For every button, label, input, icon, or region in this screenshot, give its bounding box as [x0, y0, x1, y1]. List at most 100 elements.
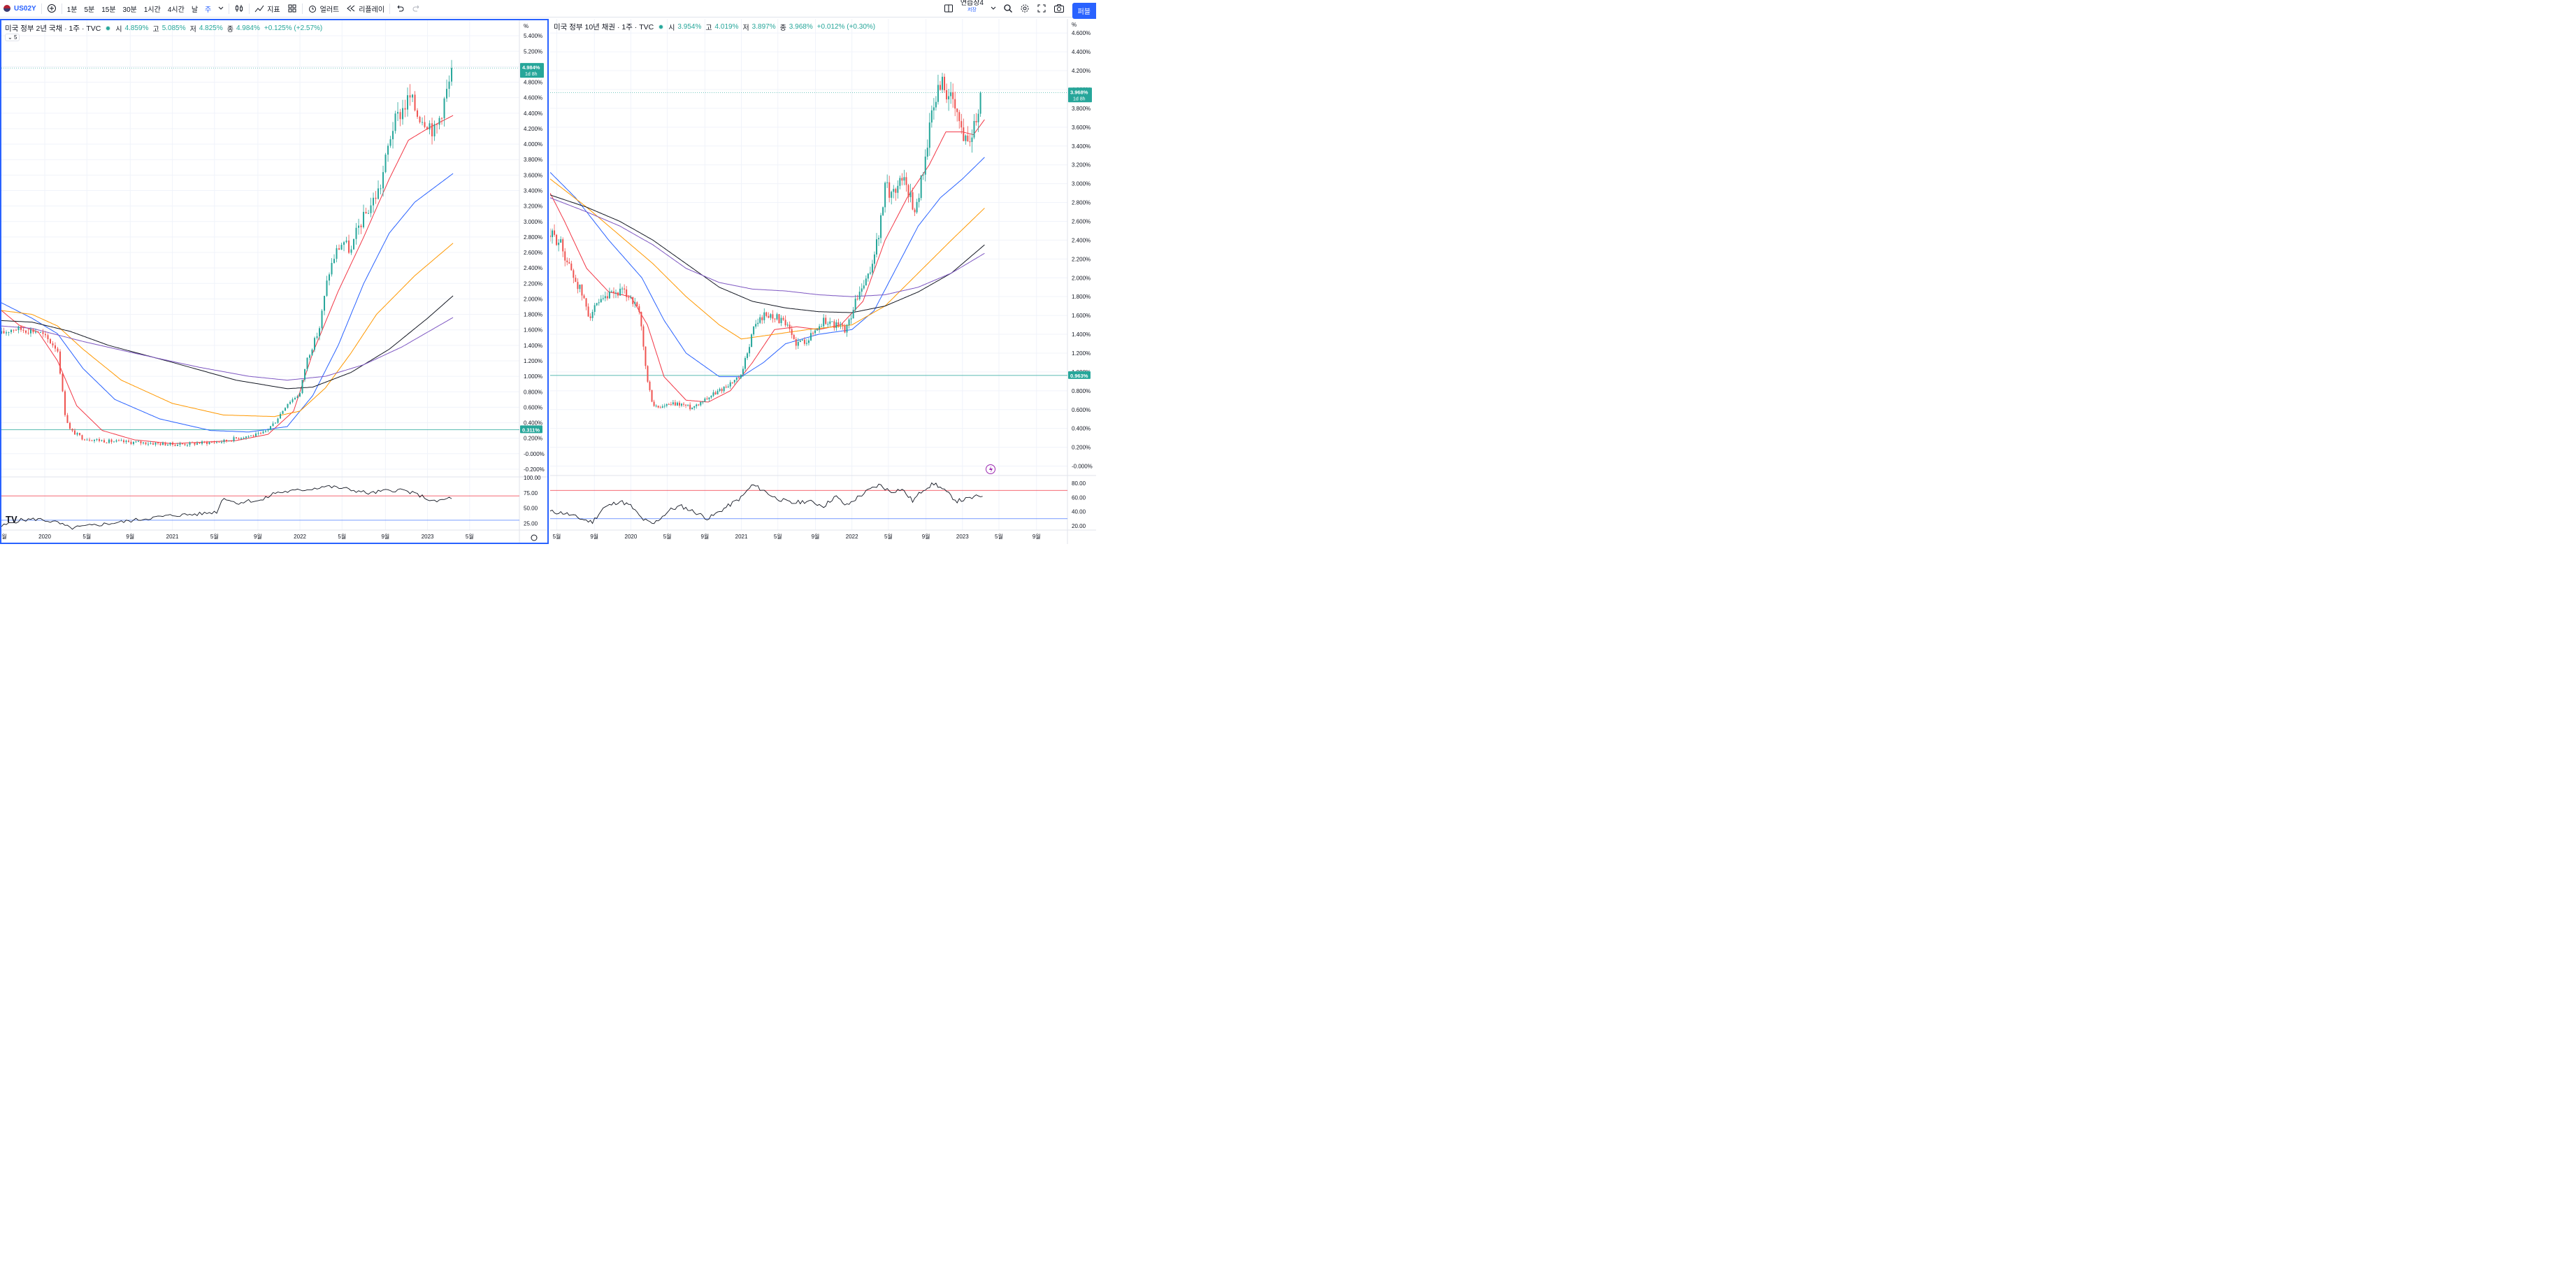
fullscreen-button[interactable] — [1033, 0, 1050, 17]
candle-body — [216, 441, 218, 443]
candle-body — [956, 108, 958, 113]
candle-body — [865, 278, 867, 286]
candle-body — [967, 135, 969, 142]
chart-title[interactable]: 미국 정부 10년 채권 · 1주 · TVC — [554, 23, 654, 31]
candle-body — [687, 404, 689, 406]
replay-button[interactable]: 리플레이 — [343, 0, 388, 17]
snapshot-button[interactable] — [1050, 0, 1068, 17]
candle-body — [969, 141, 971, 143]
time-tick-label: 2020 — [625, 534, 638, 540]
indicators-collapse-button[interactable]: ⌄ 5 — [5, 34, 20, 41]
candle-body — [451, 68, 453, 82]
low-value: 3.897% — [751, 23, 776, 31]
candle-body — [174, 444, 176, 446]
candle-body — [389, 139, 391, 146]
price-tick-label: 3.000% — [1072, 181, 1091, 187]
templates-button[interactable] — [284, 0, 301, 17]
candle-body — [665, 404, 668, 406]
candle-body — [292, 399, 294, 402]
candle-body — [360, 225, 362, 227]
redo-button[interactable] — [408, 0, 425, 17]
symbol-search[interactable]: US02Y — [0, 0, 40, 17]
undo-button[interactable] — [391, 0, 408, 17]
candle-body — [345, 240, 347, 243]
chart-type-button[interactable] — [231, 0, 247, 17]
tradingview-logo-icon: TV — [6, 514, 17, 524]
candle-body — [678, 402, 680, 406]
chart-canvas-left[interactable]: %5.400%5.200%5.000%4.800%4.600%4.400%4.2… — [1, 20, 547, 543]
time-tick-label: 2023 — [422, 534, 434, 540]
candle-body — [103, 440, 106, 443]
candle-body — [52, 343, 54, 345]
candle-body — [700, 401, 702, 406]
candle-body — [598, 302, 600, 303]
divider — [41, 3, 42, 14]
interval-day[interactable]: 날 — [191, 6, 199, 14]
candle-body — [774, 318, 776, 320]
indicators-button[interactable]: 지표 — [251, 0, 283, 17]
candle-body — [336, 248, 338, 259]
chart-pane-left[interactable]: 미국 정부 2년 국채 · 1주 · TVC 시 4.859% 고 5.085% 저… — [0, 19, 549, 544]
indicators-icon — [254, 5, 264, 13]
candle-body — [689, 404, 691, 410]
candle-body — [784, 320, 786, 326]
candle-body — [617, 292, 619, 296]
candle-body — [589, 316, 591, 318]
price-tick-label: 2.600% — [524, 250, 542, 256]
interval-1m[interactable]: 1분 — [66, 6, 78, 14]
price-tick-label: 3.600% — [524, 172, 542, 178]
close-value: 4.984% — [236, 24, 260, 32]
layout-name-label: 연습장4 — [960, 0, 984, 7]
interval-5m[interactable]: 5분 — [84, 6, 95, 14]
lightning-bolt-icon — [989, 466, 993, 473]
market-status-icon — [106, 26, 111, 31]
candle-body — [125, 441, 127, 443]
layout-dropdown[interactable] — [987, 0, 1000, 17]
candle-body — [846, 324, 848, 333]
candle-body — [419, 117, 421, 122]
candle-body — [277, 418, 279, 423]
candle-body — [282, 410, 284, 414]
candles-icon — [236, 5, 243, 12]
candle-body — [698, 404, 700, 406]
layout-name[interactable]: 연습장4 저장 — [957, 0, 987, 17]
interval-30m[interactable]: 30분 — [122, 6, 137, 14]
search-button[interactable] — [1000, 0, 1016, 17]
price-tick-label: 5.400% — [524, 33, 542, 39]
candle-body — [206, 442, 208, 445]
candle-body — [27, 332, 29, 334]
publish-button[interactable]: 퍼블 — [1072, 3, 1096, 19]
chart-pane-right[interactable]: 미국 정부 10년 채권 · 1주 · TVC 시 3.954% 고 4.019% … — [550, 19, 1096, 544]
price-tick-label: 1.000% — [524, 373, 542, 380]
candle-body — [740, 374, 742, 378]
add-symbol-button[interactable] — [43, 0, 60, 17]
candle-body — [753, 326, 755, 335]
time-tick-label: 2022 — [294, 534, 306, 540]
candle-body — [570, 263, 573, 271]
candle-body — [891, 192, 893, 198]
interval-15m[interactable]: 15분 — [101, 6, 116, 14]
candle-body — [133, 441, 135, 444]
time-tick-label: 9월 — [700, 533, 709, 540]
candle-body — [770, 314, 772, 318]
layout-button[interactable] — [940, 0, 957, 17]
interval-4h[interactable]: 4시간 — [167, 6, 185, 14]
interval-dropdown[interactable] — [215, 0, 227, 17]
candle-body — [735, 377, 737, 380]
chart-canvas-right[interactable]: %4.600%4.400%4.200%4.000%3.800%3.600%3.4… — [550, 19, 1096, 544]
chart-title[interactable]: 미국 정부 2년 국채 · 1주 · TVC — [5, 24, 101, 33]
candle-body — [443, 98, 445, 119]
candle-body — [358, 225, 360, 228]
candle-body — [267, 429, 269, 431]
interval-week[interactable]: 주 — [205, 6, 212, 14]
interval-1h[interactable]: 1시간 — [143, 6, 161, 14]
flag-icon — [3, 5, 10, 12]
candle-body — [948, 96, 950, 100]
candle-body — [84, 439, 86, 441]
top-toolbar: US02Y 1분 5분 15분 30분 1시간 4시간 날 주 지표 얼러트 리… — [0, 0, 1096, 19]
alert-button[interactable]: 얼러트 — [304, 0, 343, 17]
candle-body — [426, 127, 429, 130]
time-tick-label: 5월 — [338, 533, 346, 540]
settings-button[interactable] — [1016, 0, 1033, 17]
candle-body — [604, 296, 606, 299]
